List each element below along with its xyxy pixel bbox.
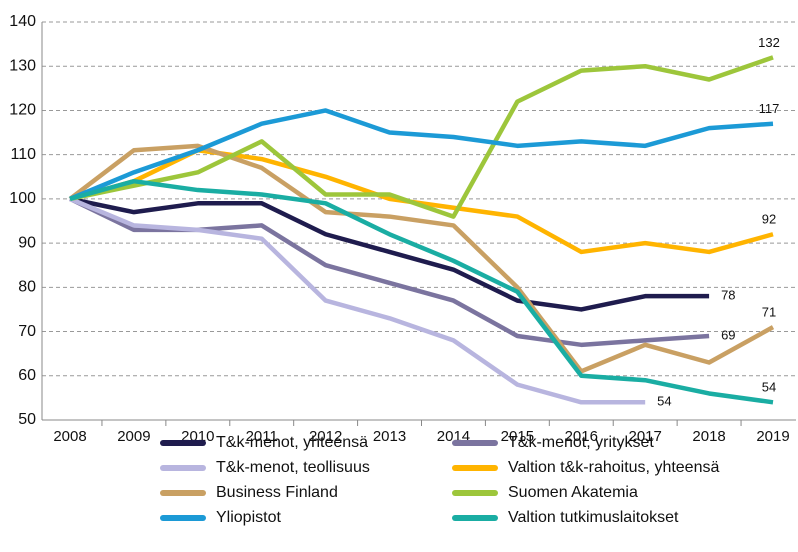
y-tick-label: 80 <box>18 279 36 296</box>
legend-label: Yliopistot <box>216 509 281 526</box>
value-label: 78 <box>721 288 735 303</box>
x-tick-label: 2009 <box>117 428 150 445</box>
series-line <box>69 108 774 201</box>
y-tick-label: 140 <box>9 13 36 30</box>
x-tick-label: 2011 <box>246 428 278 445</box>
y-tick-label: 50 <box>18 411 36 428</box>
series-line <box>69 196 646 405</box>
series-line <box>69 196 710 312</box>
y-tick-label: 130 <box>9 57 36 74</box>
y-tick-label: 100 <box>9 190 36 207</box>
legend-label: T&k-menot, teollisuus <box>216 459 370 476</box>
x-tick-label: 2012 <box>309 428 342 445</box>
series-line <box>69 196 710 348</box>
value-label: 92 <box>762 212 776 227</box>
y-tick-label: 120 <box>9 102 36 119</box>
x-tick-label: 2008 <box>53 428 86 445</box>
value-label: 71 <box>762 305 776 320</box>
value-label: 54 <box>657 394 671 409</box>
legend-label: Valtion t&k-rahoitus, yhteensä <box>508 459 719 476</box>
x-tick-label: 2016 <box>565 428 598 445</box>
legend-label: T&k-menot, yhteensä <box>216 434 368 451</box>
x-tick-label: 2015 <box>501 428 534 445</box>
series-line <box>69 55 774 219</box>
y-tick-label: 110 <box>10 146 36 163</box>
legend-label: T&k-menot, yritykset <box>508 434 654 451</box>
x-tick-label: 2018 <box>692 428 725 445</box>
legend-label: Valtion tutkimuslaitokset <box>508 509 679 526</box>
x-tick-label: 2017 <box>628 428 661 445</box>
y-tick-label: 60 <box>18 367 36 384</box>
value-label: 132 <box>758 35 780 50</box>
value-label: 69 <box>721 327 735 342</box>
series-line <box>68 143 775 374</box>
legend-label: Business Finland <box>216 484 338 501</box>
legend-label: Suomen Akatemia <box>508 484 638 501</box>
series-line <box>69 147 774 255</box>
x-tick-label: 2013 <box>373 428 406 445</box>
y-tick-label: 90 <box>18 234 36 251</box>
value-label: 117 <box>759 101 780 116</box>
value-label: 54 <box>762 380 776 395</box>
x-tick-label: 2019 <box>756 428 789 445</box>
series-line <box>69 178 774 405</box>
y-tick-label: 70 <box>18 323 36 340</box>
